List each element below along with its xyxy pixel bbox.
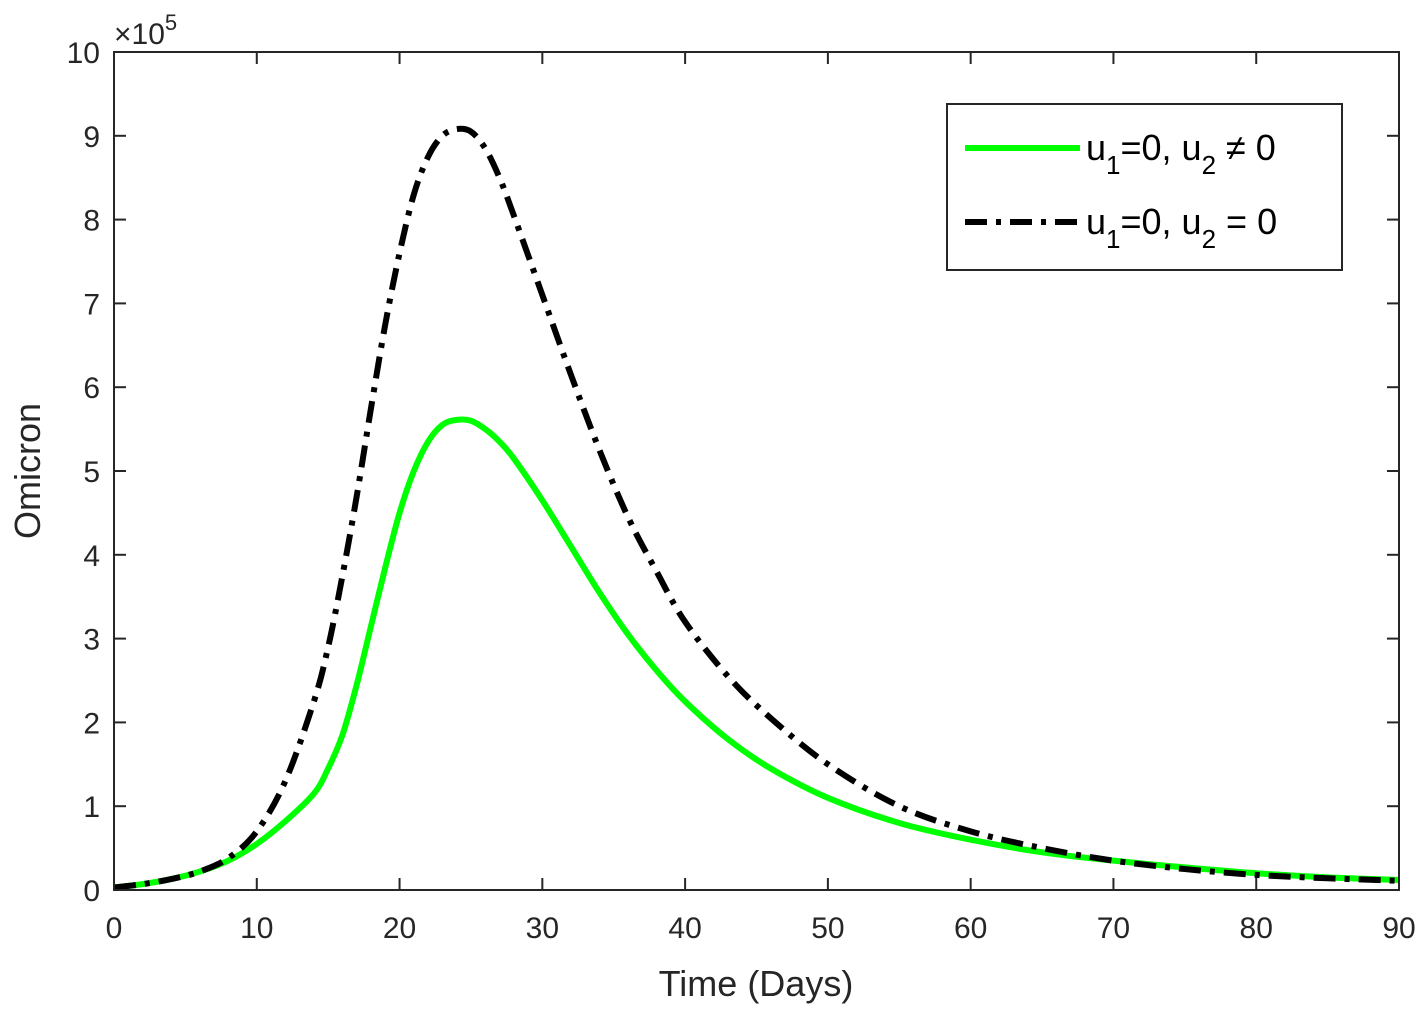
y-tick-label: 5 xyxy=(83,456,100,489)
x-tick-label: 20 xyxy=(383,912,416,945)
y-axis-ticks: 0 1 2 3 4 5 6 7 8 9 10 xyxy=(67,37,1399,908)
series-line-2 xyxy=(113,125,1400,891)
legend-box xyxy=(946,103,1343,271)
legend: u1=0, u2 ≠ 0u1=0, u2 = 0 xyxy=(946,103,1343,271)
legend-label-part: 1 xyxy=(1106,150,1120,180)
legend-label-2: u1=0, u2 = 0 xyxy=(1086,201,1277,254)
y-exponent-power: 5 xyxy=(165,10,177,35)
x-tick-label: 10 xyxy=(240,912,273,945)
legend-label-part: = 0 xyxy=(1216,201,1277,242)
legend-label-1: u1=0, u2 ≠ 0 xyxy=(1086,127,1276,180)
y-tick-label: 7 xyxy=(83,288,100,321)
y-tick-label: 2 xyxy=(83,707,100,740)
legend-label-part: =0, u xyxy=(1121,127,1202,168)
y-tick-label: 1 xyxy=(83,791,100,824)
series-layer xyxy=(113,125,1400,891)
y-tick-label: 6 xyxy=(83,372,100,405)
legend-label-part: ≠ 0 xyxy=(1216,127,1276,168)
x-tick-label: 30 xyxy=(526,912,559,945)
y-tick-label: 4 xyxy=(83,540,100,573)
y-tick-label: 9 xyxy=(83,121,100,154)
legend-items: u1=0, u2 ≠ 0u1=0, u2 = 0 xyxy=(965,127,1277,254)
y-exponent-label: ×105 xyxy=(114,10,177,51)
x-tick-label: 40 xyxy=(668,912,701,945)
x-tick-label: 0 xyxy=(106,912,123,945)
legend-label-part: 2 xyxy=(1202,150,1216,180)
series-line-1 xyxy=(113,416,1400,891)
y-tick-label: 3 xyxy=(83,624,100,657)
x-axis-ticks: 0 10 20 30 40 50 60 70 80 90 xyxy=(106,52,1416,945)
legend-label-part: =0, u xyxy=(1121,201,1202,242)
y-tick-label: 10 xyxy=(67,37,100,70)
x-tick-label: 50 xyxy=(811,912,844,945)
legend-label-part: 1 xyxy=(1106,224,1120,254)
legend-label-part: u xyxy=(1086,201,1106,242)
x-tick-label: 90 xyxy=(1382,912,1415,945)
y-tick-label: 8 xyxy=(83,205,100,238)
x-tick-label: 80 xyxy=(1240,912,1273,945)
x-tick-label: 70 xyxy=(1097,912,1130,945)
legend-label-part: u xyxy=(1086,127,1106,168)
legend-label-part: 2 xyxy=(1202,224,1216,254)
y-axis-label: Omicron xyxy=(7,403,48,539)
x-tick-label: 60 xyxy=(954,912,987,945)
x-axis-label: Time (Days) xyxy=(659,963,854,1004)
y-tick-label: 0 xyxy=(83,875,100,908)
